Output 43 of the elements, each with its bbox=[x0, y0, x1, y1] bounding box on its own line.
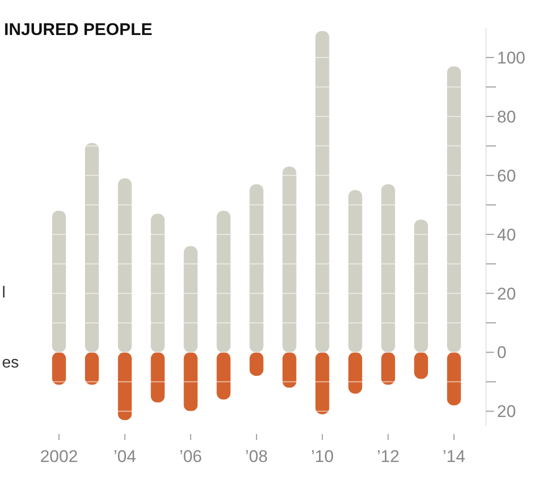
x-tick-label: ’06 bbox=[179, 447, 202, 466]
x-tick-label: 2002 bbox=[40, 447, 78, 466]
x-tick-label: ’10 bbox=[310, 447, 334, 466]
bar bbox=[282, 352, 296, 388]
bar bbox=[150, 352, 165, 402]
bar bbox=[150, 214, 165, 352]
bar bbox=[52, 352, 66, 385]
bar bbox=[315, 30, 330, 352]
bar bbox=[85, 142, 99, 352]
y-tick-label: 80 bbox=[497, 107, 516, 126]
bar bbox=[381, 184, 396, 352]
bar bbox=[118, 178, 132, 352]
y-tick-label: 20 bbox=[497, 284, 516, 304]
x-tick-label: ’12 bbox=[376, 447, 400, 466]
y-tick-label: 100 bbox=[497, 48, 526, 68]
x-tick-label: ’14 bbox=[442, 447, 466, 466]
bar bbox=[447, 352, 461, 406]
bar bbox=[216, 210, 230, 352]
bar bbox=[184, 352, 198, 412]
chart-title: INJURED PEOPLE bbox=[4, 20, 152, 39]
bar bbox=[85, 352, 99, 385]
bar bbox=[315, 352, 330, 414]
bar bbox=[447, 66, 461, 352]
y-tick-label: 40 bbox=[497, 225, 516, 244]
bar bbox=[250, 352, 264, 376]
bar bbox=[414, 352, 428, 379]
bar bbox=[118, 352, 132, 420]
bar bbox=[52, 210, 66, 352]
x-tick-label: ’08 bbox=[245, 447, 268, 466]
bar bbox=[381, 352, 396, 385]
x-tick-label: ’04 bbox=[113, 447, 136, 466]
bar bbox=[414, 220, 428, 352]
bar bbox=[282, 166, 296, 352]
bar bbox=[184, 246, 198, 352]
bar bbox=[348, 190, 362, 352]
text: es bbox=[2, 354, 19, 372]
y-tick-label: 20 bbox=[497, 402, 516, 422]
text: l bbox=[2, 284, 6, 302]
bar bbox=[348, 352, 362, 394]
bar bbox=[216, 352, 230, 400]
y-tick-label: 60 bbox=[497, 166, 516, 186]
bar bbox=[250, 184, 264, 352]
y-tick-label: 0 bbox=[497, 343, 506, 362]
